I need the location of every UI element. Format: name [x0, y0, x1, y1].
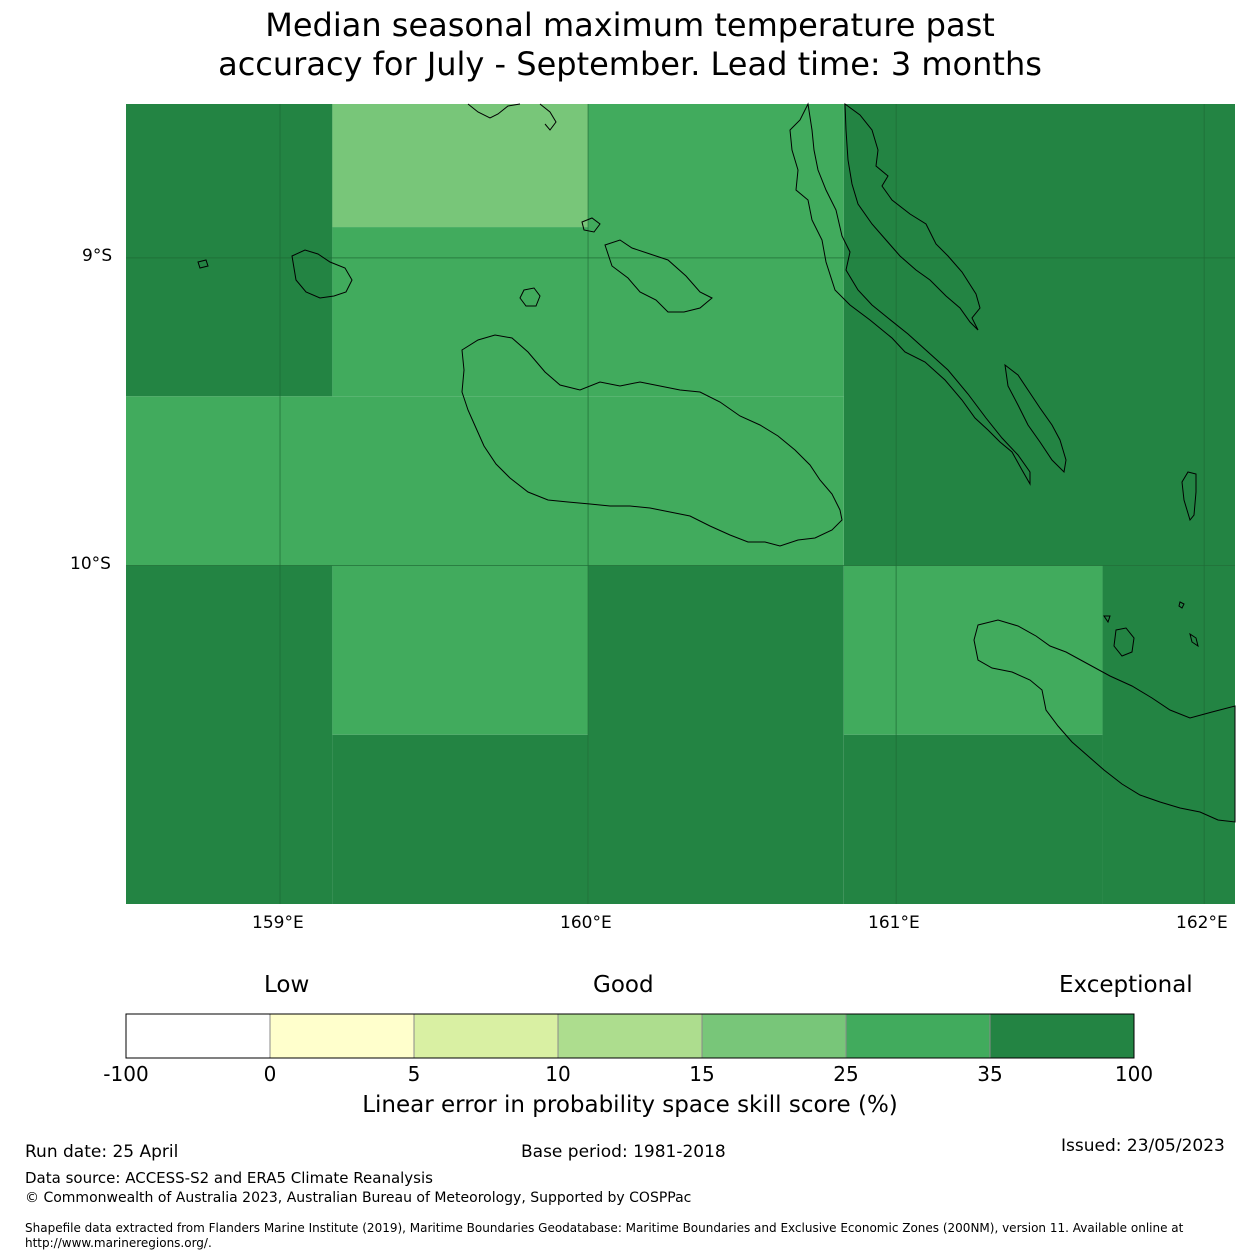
- coastline-makira: [973, 619, 1236, 823]
- colorbar-tick-label: 25: [833, 1062, 859, 1086]
- lat-tick-10s: 10°S: [70, 554, 111, 574]
- coastline-guadalcanal: [461, 334, 843, 547]
- colorbar-tick-label: 15: [689, 1062, 715, 1086]
- colorbar-bin: [845, 1013, 991, 1059]
- coastline-ngella-islet: [581, 217, 601, 233]
- lat-tick-9s: 9°S: [82, 246, 113, 266]
- coastline-small-island-east: [1181, 471, 1197, 522]
- lon-tick-160e: 160°E: [560, 913, 612, 933]
- colorbar-bin: [989, 1013, 1135, 1059]
- grid-cell: [126, 396, 844, 566]
- coastline-islet-se-1: [1178, 601, 1185, 609]
- lon-tick-161e: 161°E: [868, 913, 920, 933]
- issued-date: Issued: 23/05/2023: [1061, 1136, 1225, 1156]
- coastline-ugi: [1113, 627, 1135, 657]
- coastline-savo: [519, 287, 541, 307]
- colorbar-tick-label: 35: [977, 1062, 1003, 1086]
- title-line-1: Median seasonal maximum temperature past: [265, 6, 995, 44]
- colorbar-bins: [125, 1013, 1135, 1059]
- coastline-new-georgia-north: [844, 102, 981, 331]
- colorbar: [125, 1013, 1135, 1059]
- lon-tick-159e: 159°E: [252, 913, 304, 933]
- grid-cell: [843, 565, 1103, 735]
- coastline-santa-isabel-east: [1004, 363, 1067, 474]
- colorbar-tick-label: 10: [545, 1062, 571, 1086]
- colorbar-bin: [413, 1013, 559, 1059]
- legend-heading-exceptional: Exceptional: [1059, 972, 1193, 998]
- grid-cell: [588, 565, 844, 904]
- run-date: Run date: 25 April: [25, 1142, 179, 1162]
- coastline-north-islands: [467, 103, 557, 131]
- legend-heading-low: Low: [264, 972, 310, 998]
- colorbar-tick-label: 5: [407, 1062, 421, 1086]
- coastline-russell-islands: [291, 249, 353, 299]
- colorbar-tick-label: 0: [263, 1062, 277, 1086]
- skill-score-map: [126, 102, 1236, 904]
- title-line-2: accuracy for July - September. Lead time…: [218, 45, 1042, 83]
- legend-heading-good: Good: [593, 972, 654, 998]
- grid-cell: [126, 104, 333, 397]
- grid-cell: [332, 565, 589, 735]
- colorbar-frame: [125, 1013, 1135, 1059]
- grid-cell: [332, 734, 589, 904]
- grid-cell: [332, 227, 589, 397]
- colorbar-tick-label: 100: [1114, 1062, 1154, 1086]
- coastlines: [197, 102, 1236, 823]
- colorbar-bin: [125, 1013, 271, 1059]
- grid-cell: [1102, 565, 1235, 904]
- colorbar-bin: [701, 1013, 847, 1059]
- coastline-islet-west: [197, 259, 209, 269]
- coastline-florida-islands: [604, 239, 713, 313]
- shapefile-credit: Shapefile data extracted from Flanders M…: [25, 1221, 1184, 1250]
- data-source: Data source: ACCESS-S2 and ERA5 Climate …: [25, 1169, 433, 1187]
- colorbar-bin: [557, 1013, 703, 1059]
- chart-title: Median seasonal maximum temperature past…: [0, 6, 1260, 84]
- coastline-santa-isabel: [789, 102, 1031, 486]
- grid-cell: [126, 565, 333, 904]
- copyright: © Commonwealth of Australia 2023, Austra…: [25, 1190, 692, 1206]
- base-period: Base period: 1981-2018: [521, 1142, 726, 1162]
- lon-tick-162e: 162°E: [1176, 913, 1228, 933]
- coastline-islet-se-2: [1189, 632, 1199, 648]
- coastline-islet-se-3: [1103, 615, 1111, 624]
- colorbar-axis-label: Linear error in probability space skill …: [362, 1092, 898, 1118]
- grid-cell: [588, 104, 844, 397]
- colorbar-tick-label: -100: [103, 1062, 149, 1086]
- colorbar-bin: [269, 1013, 415, 1059]
- grid-cell: [843, 734, 1103, 904]
